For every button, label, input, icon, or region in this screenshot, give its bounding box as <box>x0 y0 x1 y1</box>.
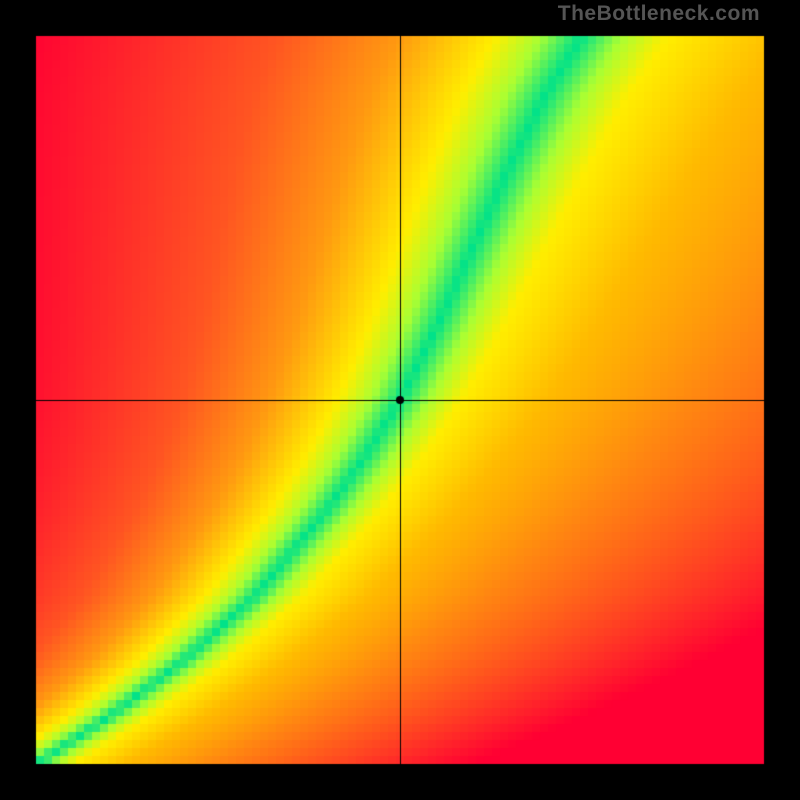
bottleneck-heatmap <box>0 0 800 800</box>
chart-container: TheBottleneck.com <box>0 0 800 800</box>
watermark-text: TheBottleneck.com <box>558 2 760 26</box>
